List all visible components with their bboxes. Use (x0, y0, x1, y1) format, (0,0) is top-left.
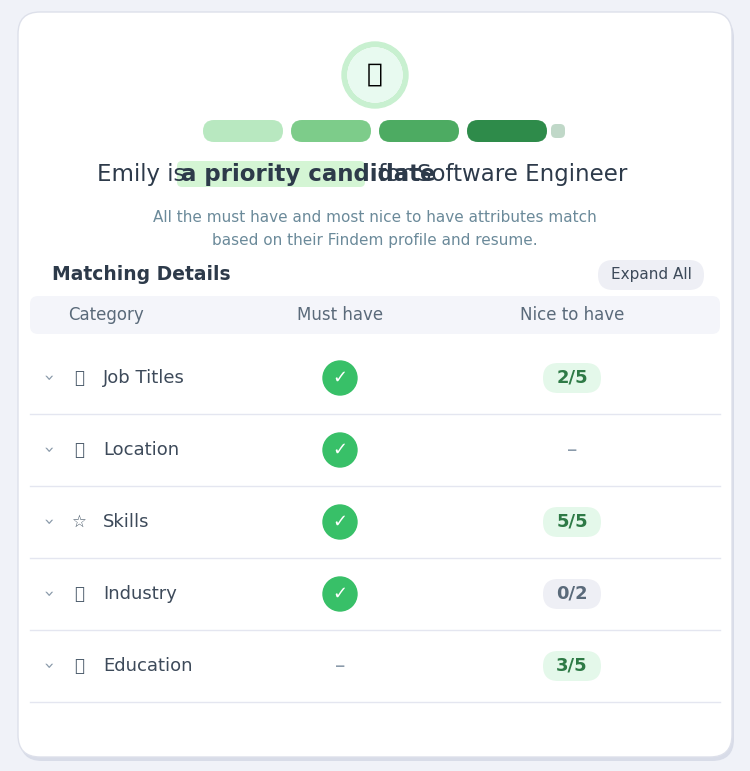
Text: –: – (567, 440, 578, 460)
FancyBboxPatch shape (177, 161, 365, 187)
Text: Location: Location (103, 441, 179, 459)
Text: Category: Category (68, 306, 144, 324)
Text: 🗂: 🗂 (74, 369, 84, 387)
Text: Emily is: Emily is (97, 163, 193, 187)
Text: ›: › (37, 446, 55, 453)
Text: ☆: ☆ (71, 513, 86, 531)
Text: Matching Details: Matching Details (52, 265, 231, 284)
Text: 🔧: 🔧 (74, 585, 84, 603)
Text: Industry: Industry (103, 585, 177, 603)
FancyBboxPatch shape (598, 260, 704, 290)
Text: ›: › (37, 662, 55, 670)
Circle shape (323, 505, 357, 539)
Text: Must have: Must have (297, 306, 383, 324)
FancyBboxPatch shape (543, 579, 601, 609)
Text: ✓: ✓ (332, 441, 347, 459)
Text: Skills: Skills (103, 513, 149, 531)
Text: 5/5: 5/5 (556, 513, 588, 531)
Text: 👍: 👍 (367, 62, 383, 88)
Circle shape (323, 433, 357, 467)
FancyBboxPatch shape (543, 507, 601, 537)
Circle shape (342, 42, 408, 108)
FancyBboxPatch shape (551, 124, 565, 138)
Text: 2/5: 2/5 (556, 369, 588, 387)
Text: a priority candidate: a priority candidate (181, 163, 436, 187)
FancyBboxPatch shape (291, 120, 371, 142)
Text: 0/2: 0/2 (556, 585, 588, 603)
Text: –: – (334, 656, 345, 676)
Text: ›: › (37, 375, 55, 382)
Text: 🎓: 🎓 (74, 657, 84, 675)
FancyBboxPatch shape (18, 12, 732, 757)
Circle shape (348, 48, 402, 102)
FancyBboxPatch shape (467, 120, 547, 142)
Text: Nice to have: Nice to have (520, 306, 624, 324)
Text: 3/5: 3/5 (556, 657, 588, 675)
FancyBboxPatch shape (543, 651, 601, 681)
Text: All the must have and most nice to have attributes match
based on their Findem p: All the must have and most nice to have … (153, 210, 597, 248)
Circle shape (323, 577, 357, 611)
FancyBboxPatch shape (203, 120, 283, 142)
Circle shape (348, 48, 402, 102)
Text: ✓: ✓ (332, 513, 347, 531)
Text: ›: › (37, 518, 55, 526)
Text: Education: Education (103, 657, 193, 675)
Text: for Software Engineer: for Software Engineer (371, 163, 627, 187)
FancyBboxPatch shape (543, 363, 601, 393)
Text: Expand All: Expand All (610, 268, 692, 282)
Text: Job Titles: Job Titles (103, 369, 184, 387)
Text: ›: › (37, 591, 55, 598)
FancyBboxPatch shape (20, 16, 734, 761)
Circle shape (323, 361, 357, 395)
Text: ✓: ✓ (332, 585, 347, 603)
FancyBboxPatch shape (30, 296, 720, 334)
FancyBboxPatch shape (379, 120, 459, 142)
Text: 📍: 📍 (74, 441, 84, 459)
Text: ✓: ✓ (332, 369, 347, 387)
